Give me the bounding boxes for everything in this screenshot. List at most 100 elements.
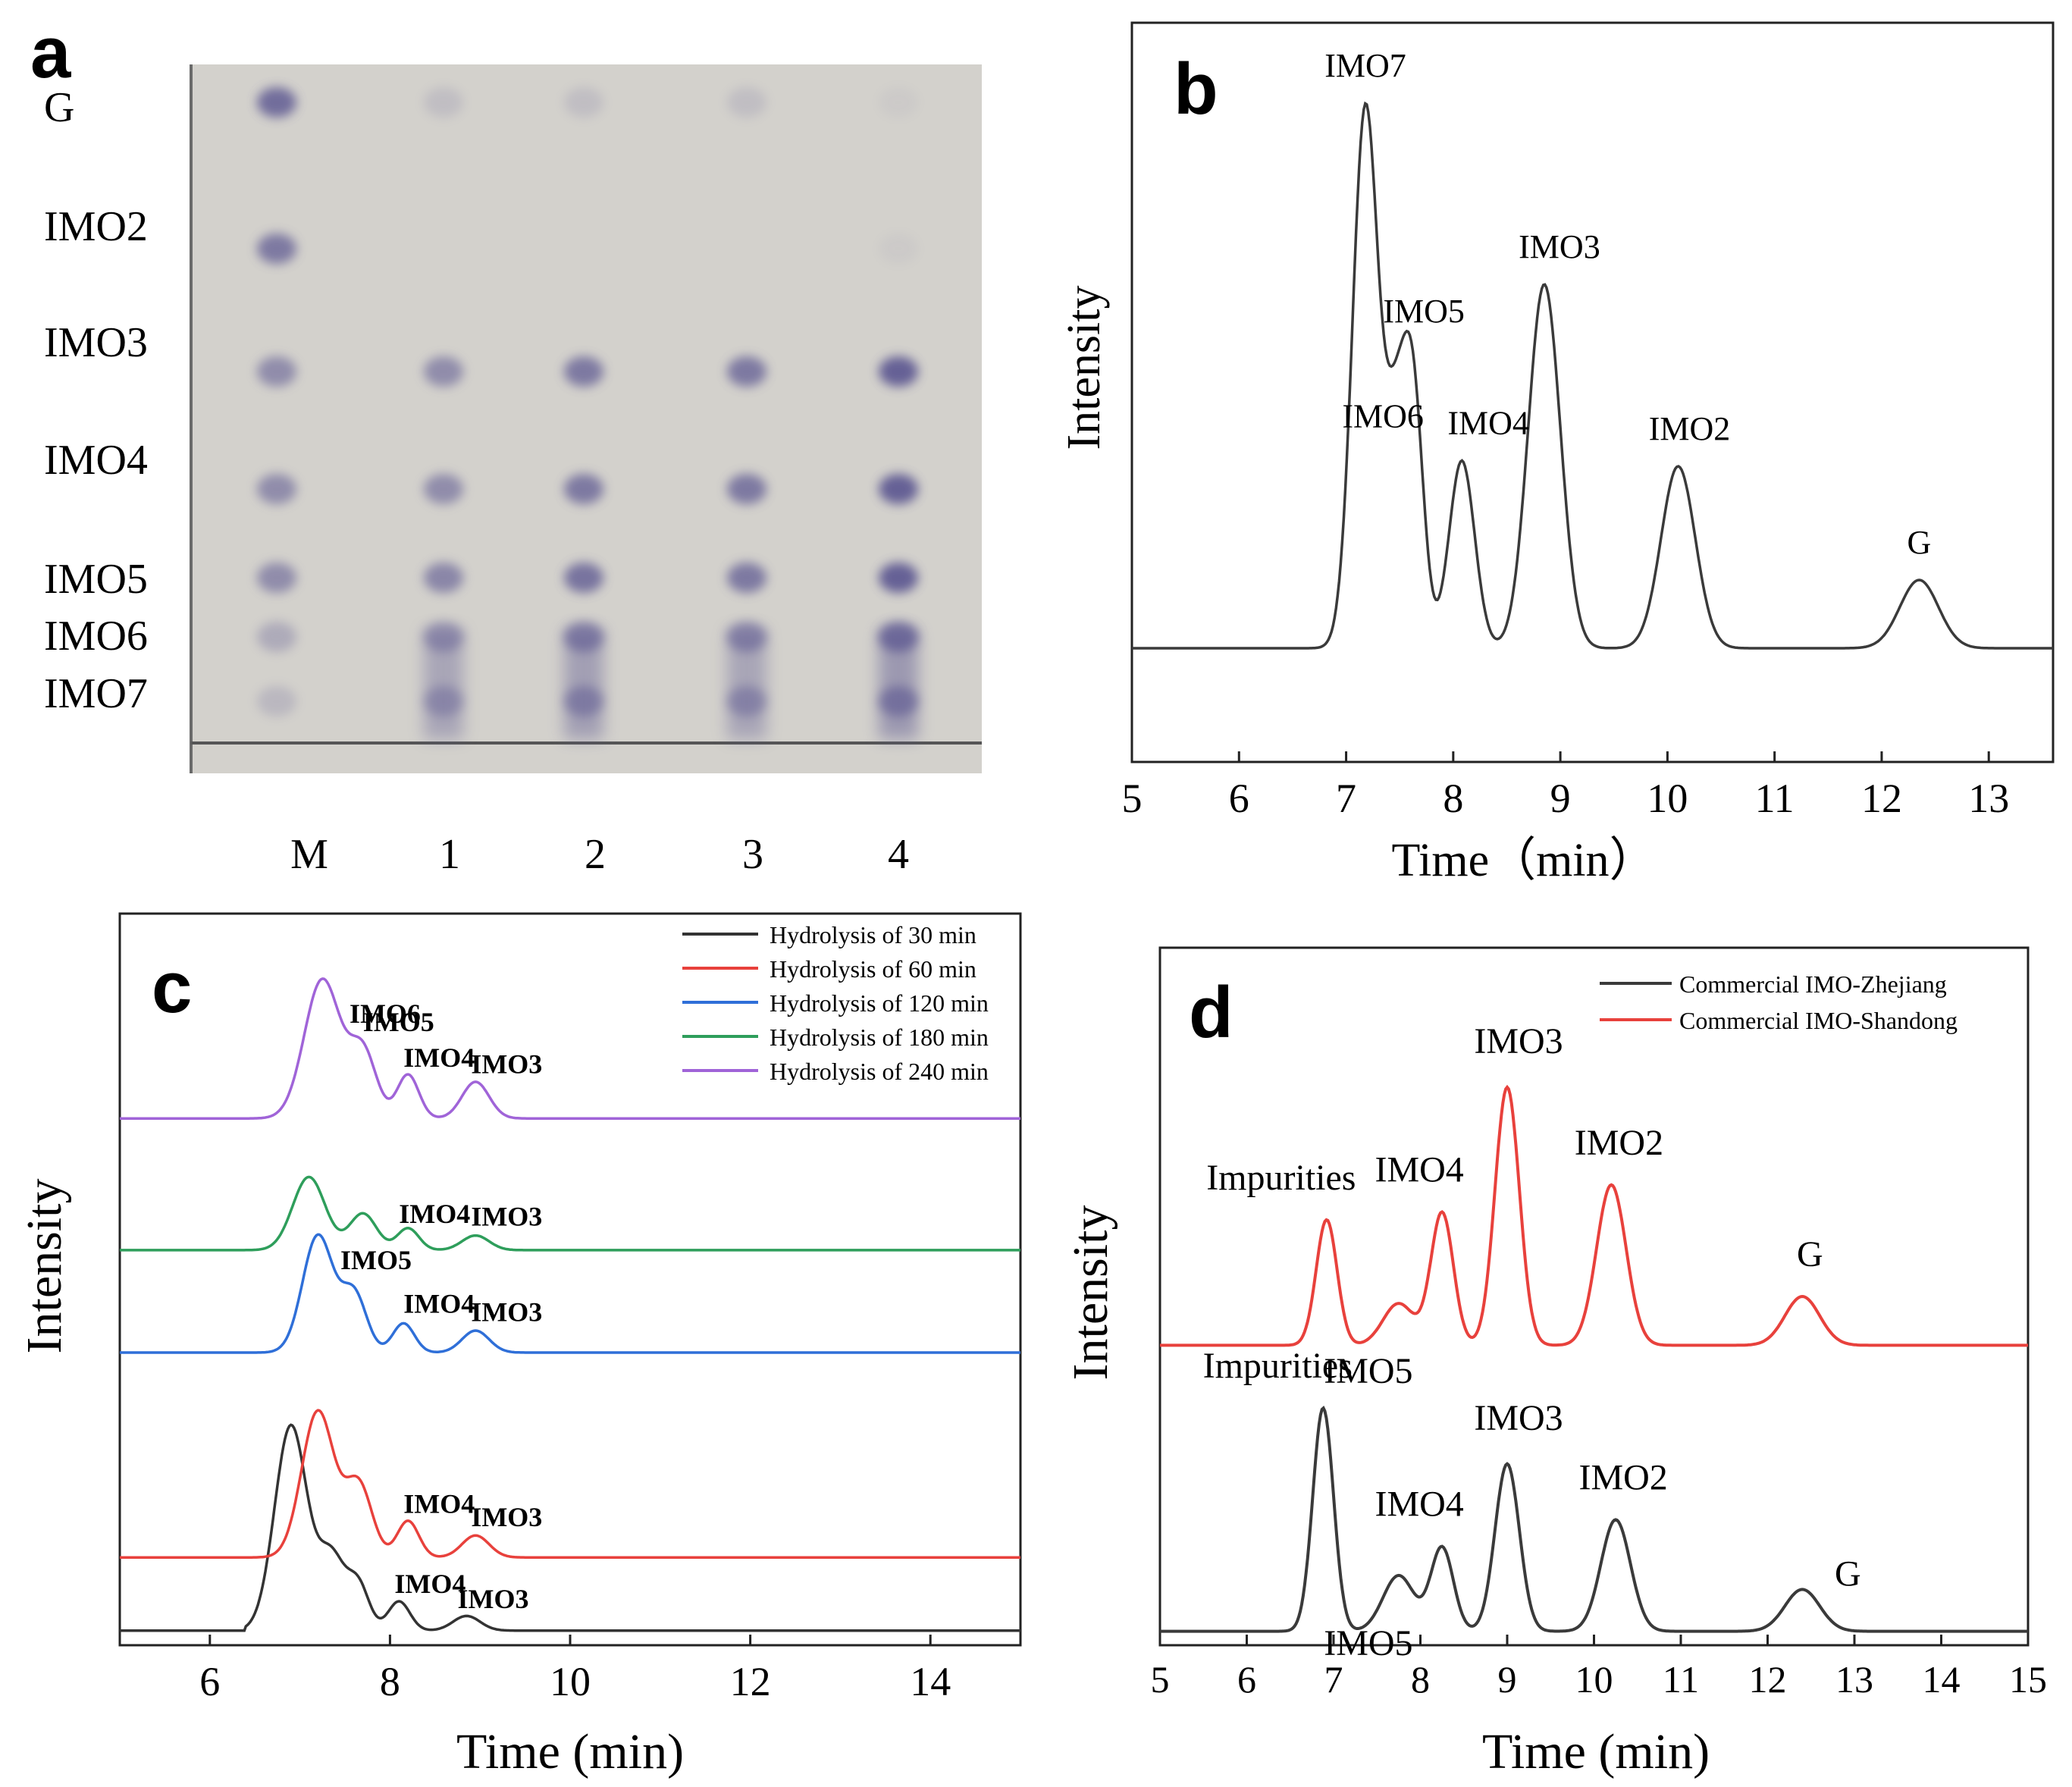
x-tick-label: 6 bbox=[199, 1659, 220, 1704]
panel-label-a: a bbox=[30, 12, 71, 93]
x-tick-label: 13 bbox=[1835, 1658, 1873, 1701]
tlc-band-label: IMO6 bbox=[44, 613, 148, 660]
chart-c-legend-label: Hydrolysis of 30 min bbox=[770, 921, 976, 948]
x-tick-label: 10 bbox=[1575, 1658, 1613, 1701]
chart-d-trace bbox=[1160, 1084, 2028, 1347]
x-tick-label: 12 bbox=[1861, 776, 1902, 821]
chart-d-y-label: Intensity bbox=[1063, 1205, 1118, 1381]
chart-c: 6 8 10 12 14 IMO4IMO3IMO4IMO3IMO5IMO4IMO3IMO… bbox=[17, 912, 1022, 1779]
chart-b-trace bbox=[1132, 101, 2053, 650]
chart-c-trace bbox=[120, 1233, 1020, 1354]
chart-d-trace bbox=[1160, 1406, 2028, 1633]
tlc-spot bbox=[564, 563, 603, 593]
chart-d-x-label: Time (min) bbox=[1482, 1724, 1710, 1779]
x-tick-label: 12 bbox=[730, 1659, 771, 1704]
x-tick-label: 11 bbox=[1755, 776, 1795, 821]
chart-b-peak-label: IMO6 bbox=[1342, 398, 1424, 435]
tlc-spot bbox=[257, 622, 296, 652]
tlc-lane-label: 4 bbox=[888, 831, 909, 878]
x-tick-label: 7 bbox=[1324, 1658, 1343, 1701]
tlc-spot bbox=[424, 356, 463, 387]
chart-b-peak-label: IMO4 bbox=[1447, 404, 1529, 441]
chart-c-trace bbox=[120, 1409, 1020, 1559]
tlc-band-label: IMO5 bbox=[44, 556, 148, 603]
x-tick-label: 11 bbox=[1663, 1658, 1699, 1701]
panel-label-d: d bbox=[1189, 972, 1233, 1053]
tlc-spot bbox=[879, 356, 918, 387]
tlc-band-label: IMO4 bbox=[44, 437, 148, 484]
tlc-spot bbox=[564, 356, 603, 387]
chart-d-peak-label: IMO4 bbox=[1375, 1149, 1463, 1190]
x-tick-label: 5 bbox=[1122, 776, 1143, 821]
chart-d-legend-label: Commercial IMO-Zhejiang bbox=[1679, 970, 1947, 998]
tlc-streak bbox=[879, 629, 918, 739]
x-tick-label: 8 bbox=[1443, 776, 1463, 821]
chart-b-x-axis: 5 6 7 8 9 10 11 12 13 bbox=[1122, 751, 2009, 821]
chart-b-peak-label: IMO5 bbox=[1383, 293, 1465, 330]
chart-b-peak-label: G bbox=[1907, 524, 1932, 561]
chart-c-y-label: Intensity bbox=[17, 1179, 72, 1354]
tlc-spot bbox=[257, 563, 296, 593]
tlc-spot bbox=[257, 474, 296, 504]
tlc-spot bbox=[879, 563, 918, 593]
chart-c-peak-label: IMO3 bbox=[471, 1049, 542, 1080]
x-tick-label: 12 bbox=[1749, 1658, 1787, 1701]
chart-c-trace bbox=[120, 977, 1020, 1120]
chart-c-peak-label: IMO3 bbox=[471, 1202, 542, 1232]
tlc-spot bbox=[257, 356, 296, 387]
x-tick-label: 9 bbox=[1498, 1658, 1517, 1701]
x-tick-label: 5 bbox=[1151, 1658, 1170, 1701]
chart-d-x-axis: 5 6 7 8 9 10 11 12 13 14 15 bbox=[1151, 1635, 2047, 1701]
tlc-spot bbox=[727, 87, 766, 118]
chart-c-trace bbox=[120, 1175, 1020, 1252]
chart-d-peak-label: IMO5 bbox=[1324, 1623, 1412, 1663]
panel-label-b: b bbox=[1174, 49, 1218, 130]
x-tick-label: 7 bbox=[1336, 776, 1356, 821]
chart-d-peak-label: IMO2 bbox=[1575, 1123, 1663, 1163]
tlc-band-label: IMO7 bbox=[44, 670, 148, 717]
chart-b-x-label: Time（min） bbox=[1391, 835, 1656, 886]
chart-c-x-axis: 6 8 10 12 14 bbox=[199, 1635, 951, 1704]
tlc-spot bbox=[424, 563, 463, 593]
tlc-lane-label: M bbox=[290, 831, 328, 878]
chart-d-frame bbox=[1158, 946, 2030, 1647]
tlc-spot bbox=[257, 686, 296, 716]
x-tick-label: 8 bbox=[1411, 1658, 1430, 1701]
chart-c-legend-label: Hydrolysis of 60 min bbox=[770, 955, 976, 983]
tlc-panel: G IMO2 IMO3 IMO4 IMO5 IMO6 IMO7 M 1 2 3 4 bbox=[44, 64, 982, 878]
tlc-streak bbox=[727, 629, 766, 739]
tlc-lane-label: 1 bbox=[439, 831, 460, 878]
chart-c-legend-label: Hydrolysis of 180 min bbox=[770, 1024, 989, 1051]
tlc-spot bbox=[727, 474, 766, 504]
tlc-spot bbox=[424, 87, 463, 118]
tlc-spot bbox=[727, 563, 766, 593]
tlc-band-label: IMO3 bbox=[44, 319, 148, 366]
tlc-spot bbox=[257, 234, 296, 264]
chart-c-peak-label: IMO5 bbox=[363, 1007, 434, 1037]
tlc-spot bbox=[879, 234, 918, 264]
chart-c-peak-label: IMO3 bbox=[471, 1297, 542, 1328]
tlc-spot bbox=[564, 474, 603, 504]
x-tick-label: 10 bbox=[1647, 776, 1688, 821]
x-tick-label: 8 bbox=[380, 1659, 400, 1704]
chart-b-peak-labels: IMO7 IMO6 IMO5 IMO4 IMO3 IMO2 G bbox=[1324, 47, 1931, 561]
x-tick-label: 13 bbox=[1968, 776, 2009, 821]
tlc-spot bbox=[257, 87, 296, 118]
tlc-spot bbox=[564, 87, 603, 118]
chart-d-legend-label: Commercial IMO-Shandong bbox=[1679, 1007, 1958, 1034]
panel-label-c: c bbox=[152, 947, 192, 1028]
chart-d-peak-label: IMO2 bbox=[1578, 1457, 1667, 1497]
x-tick-label: 6 bbox=[1229, 776, 1249, 821]
chart-c-peak-label: IMO4 bbox=[399, 1199, 470, 1229]
chart-d-peak-label: IMO3 bbox=[1474, 1021, 1563, 1061]
x-tick-label: 14 bbox=[910, 1659, 951, 1704]
x-tick-label: 9 bbox=[1550, 776, 1571, 821]
chart-c-trace bbox=[120, 1423, 1020, 1632]
chart-d-peak-label: Impurities bbox=[1203, 1346, 1353, 1386]
chart-b-frame bbox=[1130, 21, 2055, 763]
tlc-band-label: G bbox=[44, 84, 74, 131]
x-tick-label: 14 bbox=[1923, 1658, 1961, 1701]
chart-d-peak-label: IMO3 bbox=[1474, 1398, 1563, 1438]
chart-c-peak-label: IMO5 bbox=[340, 1245, 412, 1275]
